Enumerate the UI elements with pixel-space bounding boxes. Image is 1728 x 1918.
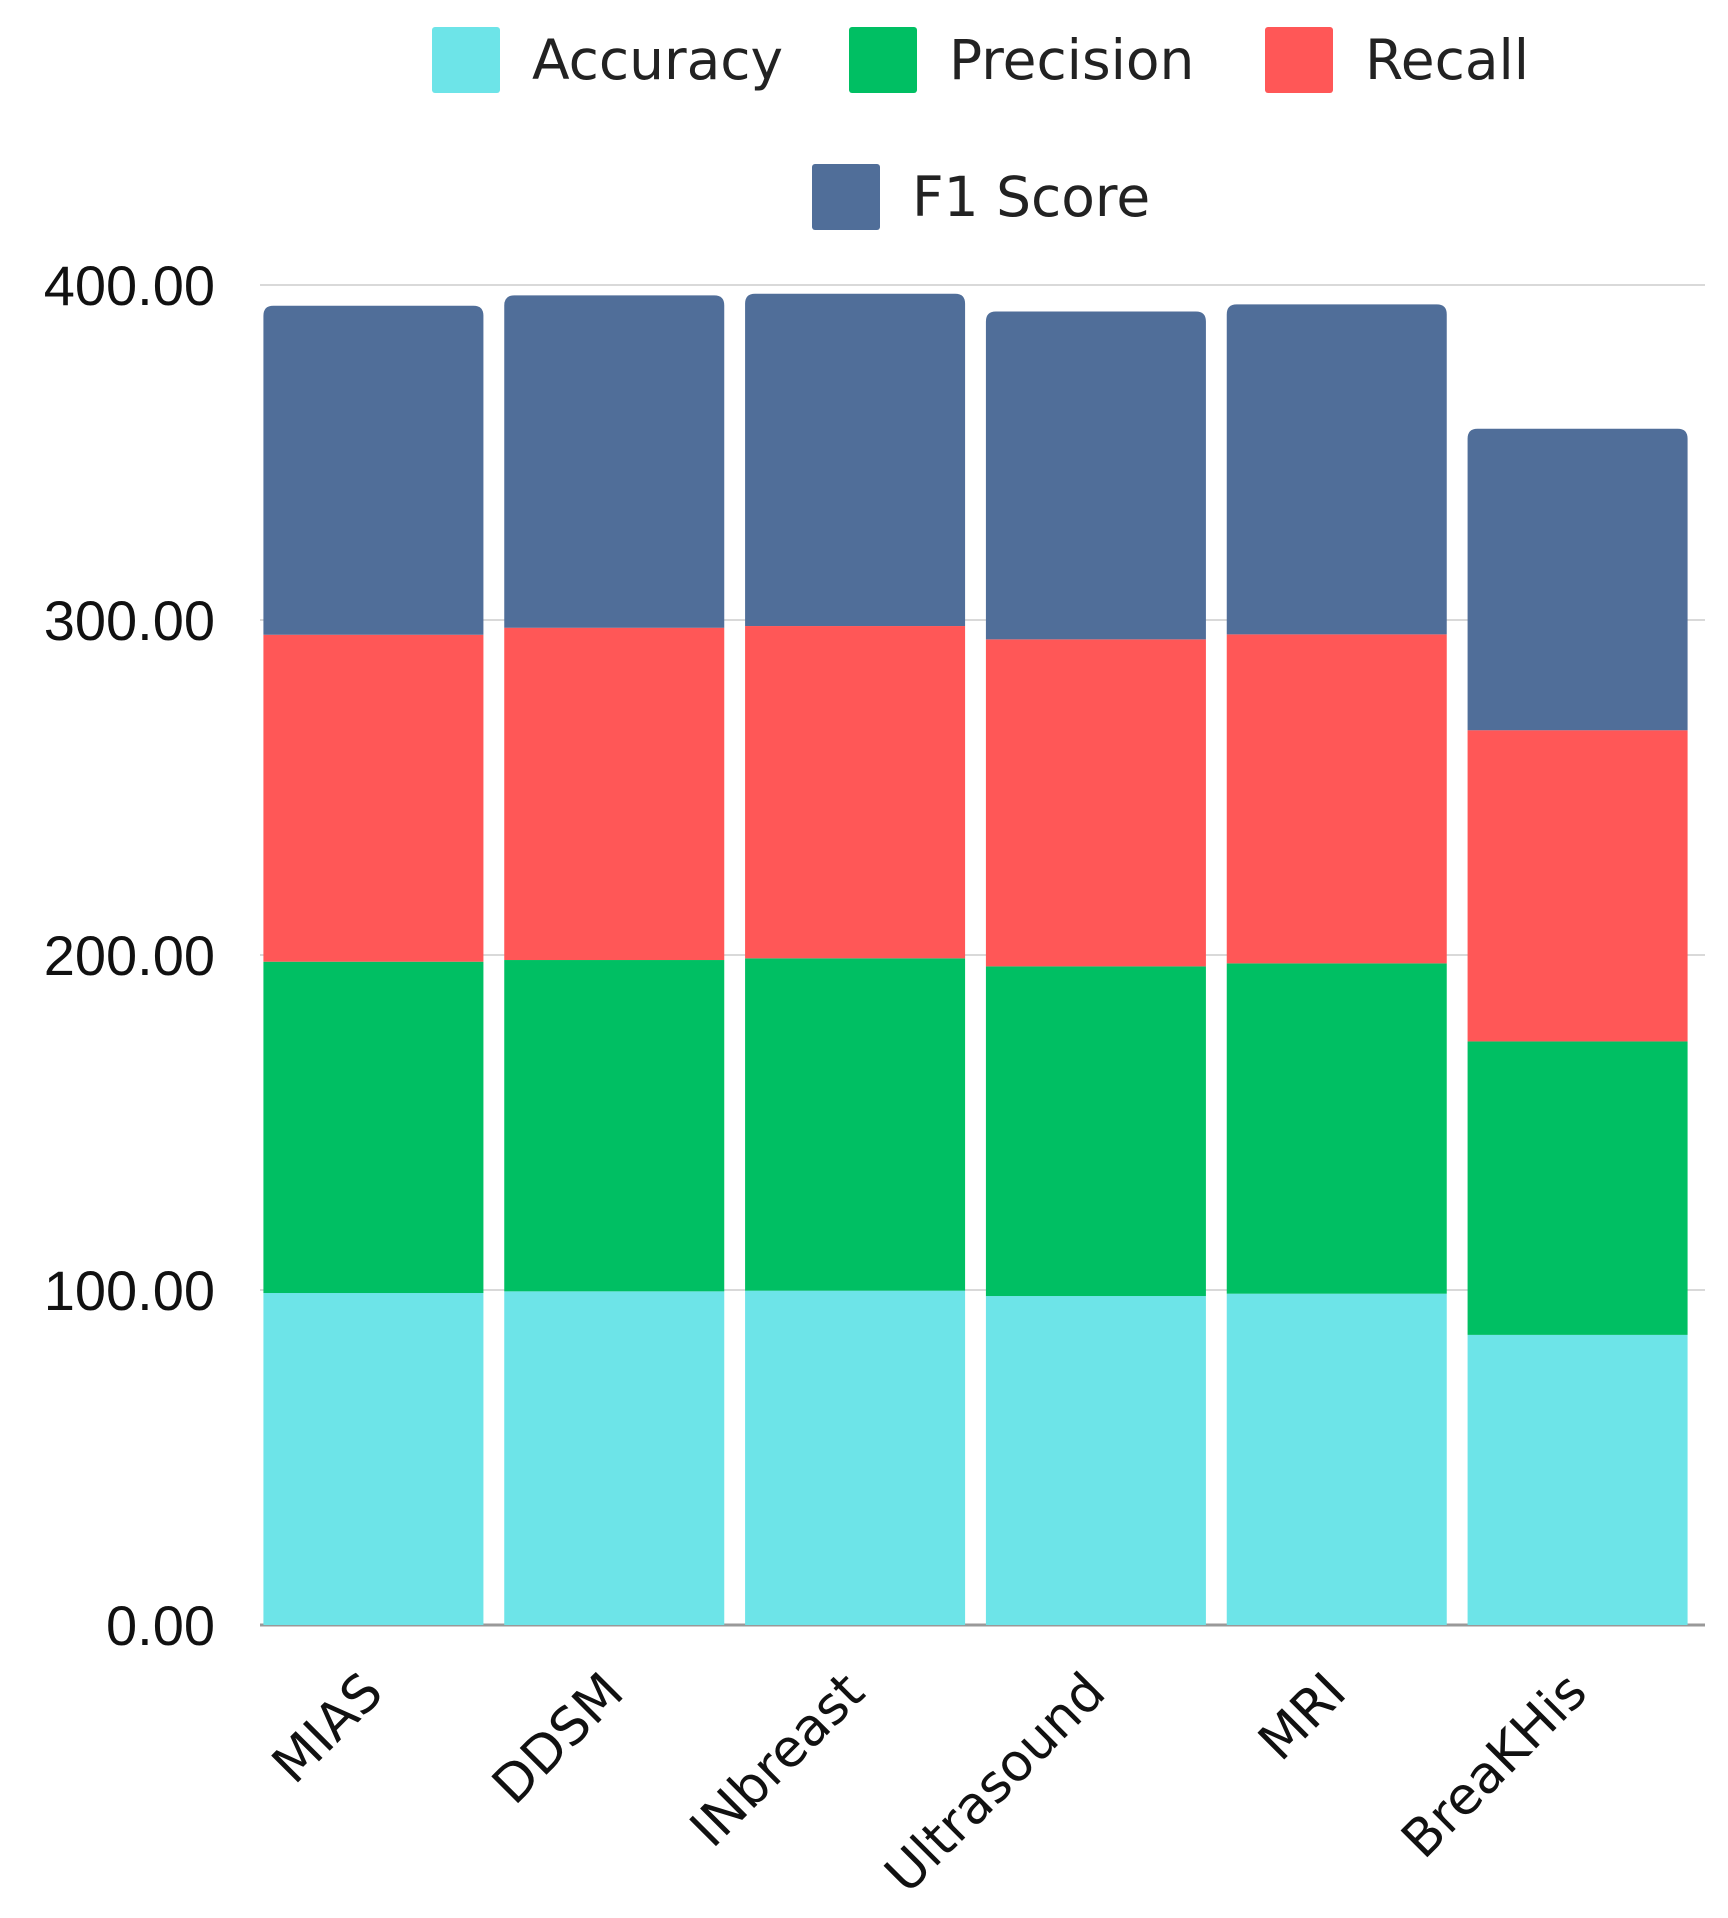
bar-group-mias <box>263 305 484 1625</box>
legend-item-f1-score: F1 Score <box>812 164 1150 230</box>
bar-ddsm-accuracy <box>504 1291 725 1625</box>
y-tick-label: 0.00 <box>106 1594 215 1657</box>
legend: Accuracy Precision Recall F1 Score <box>432 27 1529 230</box>
x-tick-label: MIAS <box>261 1662 394 1795</box>
bar-mri-recall <box>1226 634 1447 964</box>
x-tick-label: MRI <box>1247 1662 1358 1773</box>
bar-group-breakhis <box>1467 428 1688 1625</box>
bar-breakhis-recall <box>1467 730 1688 1042</box>
bar-group-mri <box>1226 304 1447 1625</box>
bar-mri-f1-score <box>1226 304 1447 635</box>
legend-label: Accuracy <box>532 28 783 92</box>
x-tick-label: Ultrasound <box>874 1662 1117 1905</box>
bar-group-ultrasound <box>985 311 1206 1625</box>
bar-inbreast-recall <box>745 626 966 959</box>
y-tick-label: 100.00 <box>44 1259 215 1322</box>
bar-ddsm-precision <box>504 960 725 1292</box>
bar-inbreast-accuracy <box>745 1290 966 1625</box>
bar-mias-recall <box>263 634 484 962</box>
bar-inbreast-precision <box>745 958 966 1291</box>
bar-mias-f1-score <box>263 305 484 635</box>
legend-swatch <box>812 164 880 230</box>
x-tick-label: INbreast <box>679 1662 876 1859</box>
y-tick-label: 400.00 <box>44 254 215 317</box>
y-tick-label: 200.00 <box>44 924 215 987</box>
bars <box>263 293 1688 1625</box>
legend-item-recall: Recall <box>1265 27 1529 93</box>
bar-breakhis-accuracy <box>1467 1334 1688 1625</box>
y-tick-label: 300.00 <box>44 589 215 652</box>
bar-inbreast-f1-score <box>745 293 966 627</box>
bar-breakhis-f1-score <box>1467 428 1688 731</box>
bar-ultrasound-f1-score <box>985 311 1206 640</box>
bar-group-ddsm <box>504 295 725 1625</box>
bar-group-inbreast <box>745 293 966 1625</box>
legend-swatch <box>1265 27 1333 93</box>
legend-label: F1 Score <box>912 165 1150 229</box>
legend-swatch <box>432 27 500 93</box>
legend-item-precision: Precision <box>849 27 1194 93</box>
bar-ultrasound-precision <box>985 966 1206 1297</box>
bar-mri-accuracy <box>1226 1293 1447 1625</box>
legend-label: Precision <box>949 28 1194 92</box>
legend-swatch <box>849 27 917 93</box>
bar-ultrasound-accuracy <box>985 1296 1206 1625</box>
bar-mias-accuracy <box>263 1293 484 1625</box>
bar-ddsm-recall <box>504 627 725 961</box>
bar-ultrasound-recall <box>985 639 1206 967</box>
x-tick-label: DDSM <box>481 1662 635 1816</box>
bar-breakhis-precision <box>1467 1041 1688 1335</box>
bar-ddsm-f1-score <box>504 295 725 628</box>
bar-mri-precision <box>1226 963 1447 1294</box>
bar-mias-precision <box>263 961 484 1294</box>
grid-lines <box>260 284 1705 1627</box>
legend-label: Recall <box>1365 28 1529 92</box>
x-tick-label: BreaKHis <box>1391 1662 1599 1870</box>
y-axis: 0.00 100.00 200.00 300.00 400.00 <box>44 254 215 1657</box>
legend-item-accuracy: Accuracy <box>432 27 783 93</box>
